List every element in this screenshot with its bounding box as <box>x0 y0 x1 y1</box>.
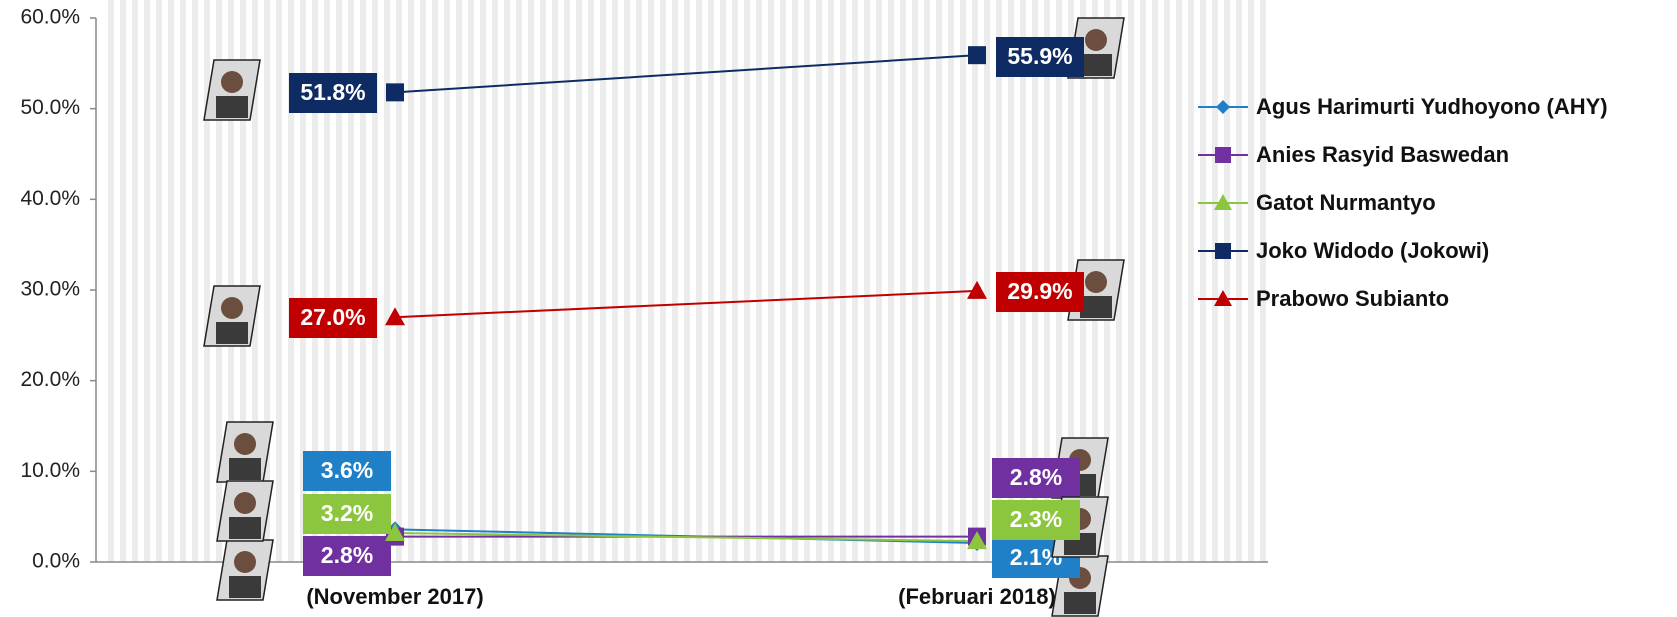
value-label: 51.8% <box>300 79 365 105</box>
legend-label: Gatot Nurmantyo <box>1256 190 1436 215</box>
value-label: 3.2% <box>321 500 373 526</box>
photo-face <box>1085 29 1107 51</box>
photo-face <box>221 71 243 93</box>
photo-body <box>229 576 261 598</box>
x-tick-label: (Februari 2018) <box>898 584 1056 609</box>
legend-label: Prabowo Subianto <box>1256 286 1449 311</box>
value-label: 2.8% <box>1010 464 1062 490</box>
photo-body <box>216 96 248 118</box>
y-tick-label: 20.0% <box>20 368 80 391</box>
y-tick-label: 0.0% <box>32 550 80 573</box>
photo-face <box>234 433 256 455</box>
photo-body <box>229 517 261 539</box>
photo-face <box>221 297 243 319</box>
value-label: 3.6% <box>321 457 373 483</box>
photo-body <box>229 458 261 480</box>
photo-face <box>234 492 256 514</box>
photo-body <box>1064 592 1096 614</box>
y-tick-label: 30.0% <box>20 278 80 301</box>
value-label: 2.8% <box>321 542 373 568</box>
marker <box>386 83 404 101</box>
photo-face <box>1085 271 1107 293</box>
y-tick-label: 60.0% <box>20 6 80 29</box>
legend-label: Agus Harimurti Yudhoyono (AHY) <box>1256 94 1608 119</box>
photo-face <box>234 551 256 573</box>
legend-marker <box>1215 243 1231 259</box>
y-tick-label: 50.0% <box>20 96 80 119</box>
x-tick-label: (November 2017) <box>306 584 483 609</box>
value-label: 27.0% <box>300 304 365 330</box>
y-tick-label: 40.0% <box>20 187 80 210</box>
photo-body <box>216 322 248 344</box>
marker <box>968 46 986 64</box>
value-label: 55.9% <box>1007 43 1072 69</box>
value-label: 29.9% <box>1007 278 1072 304</box>
chart: 0.0% 10.0% 20.0% 30.0% 40.0% 50.0% 60.0% (Novem… <box>0 0 1677 617</box>
y-tick-label: 10.0% <box>20 459 80 482</box>
legend-label: Joko Widodo (Jokowi) <box>1256 238 1489 263</box>
photo-body <box>1080 296 1112 318</box>
value-label: 2.3% <box>1010 506 1062 532</box>
legend-marker <box>1215 147 1231 163</box>
legend-label: Anies Rasyid Baswedan <box>1256 142 1509 167</box>
photo-body <box>1080 54 1112 76</box>
